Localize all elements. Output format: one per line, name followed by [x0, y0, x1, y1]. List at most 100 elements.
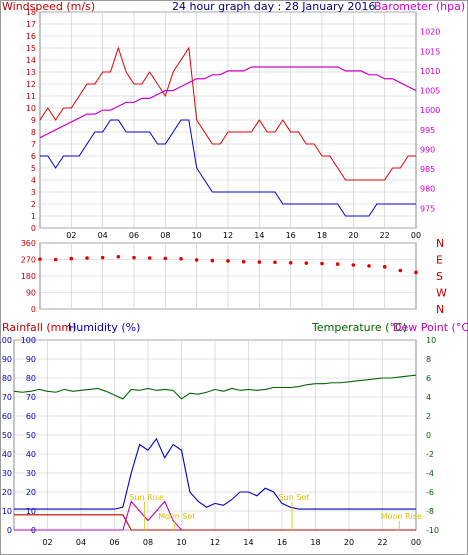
compass-label: E: [436, 254, 443, 267]
time-tick-label: 02: [42, 538, 52, 547]
humidity-tick-label: 10: [26, 507, 36, 516]
time-tick-label: 16: [286, 231, 296, 240]
windspeed-tick-label: 13: [26, 68, 36, 77]
baro-line: [39, 66, 417, 139]
humidity-tick-label: 100: [21, 336, 36, 345]
time-tick-label: 06: [109, 538, 119, 547]
windspeed-tick-label: 14: [26, 56, 36, 65]
time-tick-label: 00: [411, 538, 421, 547]
time-tick-label: 08: [160, 231, 170, 240]
rainfall-tick-label: 100: [0, 336, 12, 345]
windspeed-tick-label: 16: [26, 32, 36, 41]
windspeed-tick-label: 3: [31, 188, 36, 197]
windspeed-tick-label: 0: [31, 224, 36, 233]
windspeed-tick-label: 15: [26, 44, 36, 53]
direction-point: [241, 259, 246, 264]
direction-point: [273, 260, 277, 265]
temperature-tick-label: -4: [426, 469, 434, 478]
time-tick-label: 14: [254, 231, 264, 240]
windspeed-tick-label: 2: [31, 200, 36, 209]
rainfall-tick-label: 30: [2, 469, 12, 478]
annotation-label: Moon Set: [158, 512, 195, 521]
barometer-tick-label: 975: [420, 204, 435, 213]
time-tick-label: 12: [223, 231, 233, 240]
windspeed-tick-label: 17: [26, 20, 36, 29]
time-tick-label: 18: [317, 231, 327, 240]
humidity-tick-label: 20: [26, 488, 36, 497]
temperature-axis-label: Temperature (°C): [311, 321, 407, 334]
windspeed-tick-label: 8: [31, 128, 36, 137]
rainfall-tick-label: 10: [2, 507, 12, 516]
rainfall-tick-label: 90: [2, 355, 12, 364]
temperature-tick-label: 4: [426, 393, 431, 402]
time-tick-label: 10: [192, 231, 202, 240]
temperature-tick-label: -6: [426, 488, 434, 497]
temperature-tick-label: -10: [426, 526, 439, 535]
time-tick-label: 20: [344, 538, 354, 547]
compass-label: N: [436, 237, 444, 250]
time-tick-label: 08: [143, 538, 153, 547]
rainfall-left-ticks: 0 10 20 30 40 50 60 70 80 90 100: [0, 336, 12, 535]
windspeed-tick-label: 9: [31, 116, 36, 125]
time-tick-label: 20: [348, 231, 358, 240]
direction-point: [163, 256, 168, 261]
barometer-tick-label: 990: [420, 145, 435, 154]
temperature-tick-label: 8: [426, 355, 431, 364]
direction-point: [100, 255, 105, 260]
direction-point: [398, 268, 403, 273]
humidity-tick-label: 70: [26, 393, 36, 402]
direction-point: [335, 262, 340, 266]
direction-point: [414, 270, 418, 275]
chart-title: 24 hour graph day : 28 January 2016: [172, 0, 376, 13]
time-tick-label: 04: [98, 231, 108, 240]
direction-point: [288, 261, 293, 265]
rain-line: [14, 514, 416, 531]
humidity-tick-label: 80: [26, 374, 36, 383]
direction-tick-label: 270: [21, 256, 36, 265]
compass-label: S: [436, 270, 443, 283]
direction-point: [304, 261, 309, 265]
barometer-axis-label: Barometer (hpa): [374, 0, 465, 13]
annotation-label: Moon Rise: [381, 512, 422, 521]
humidity-tick-label: 90: [26, 355, 36, 364]
compass-label: W: [436, 287, 447, 300]
barometer-tick-label: 1020: [420, 28, 440, 37]
rain-time-ticks: 02 04 06 08 10 12 14 16 18 20 22 00: [42, 538, 421, 547]
direction-point: [210, 258, 215, 263]
direction-point: [179, 256, 183, 261]
rainfall-tick-label: 50: [2, 431, 12, 440]
direction-point: [351, 263, 356, 267]
direction-tick-label: 180: [21, 272, 36, 281]
rain-grid: [14, 339, 416, 531]
barometer-tick-label: 1005: [420, 87, 440, 96]
annotation-label: Sun Rise: [129, 493, 164, 502]
humidity-tick-label: 60: [26, 412, 36, 421]
baro-right-ticks: 975 980 985 990 995 1000 1005 1010 1015 1020: [420, 28, 440, 214]
windspeed-tick-label: 12: [26, 80, 36, 89]
rainfall-axis-label: Rainfall (mm): [2, 321, 76, 334]
windspeed-tick-label: 4: [31, 176, 36, 185]
windspeed-axis-label: Windspeed (m/s): [2, 0, 95, 13]
gust-line: [39, 46, 416, 181]
direction-point: [257, 260, 262, 264]
direction-left-ticks: 0 90 180 270 360: [21, 239, 36, 314]
compass-label: N: [436, 303, 444, 316]
humidity-line: [14, 437, 416, 510]
rainfall-tick-label: 80: [2, 374, 12, 383]
wind-series: [39, 46, 417, 217]
direction-point: [69, 256, 74, 261]
barometer-tick-label: 980: [420, 185, 435, 194]
direction-point: [85, 256, 89, 260]
time-tick-label: 18: [310, 538, 320, 547]
temperature-tick-label: 10: [426, 336, 436, 345]
windspeed-tick-label: 10: [26, 104, 36, 113]
humidity-tick-label: 40: [26, 450, 36, 459]
windspeed-tick-label: 1: [31, 212, 36, 221]
direction-point: [194, 258, 199, 262]
direction-point: [382, 265, 387, 269]
wind-time-ticks: 02 04 06 08 10 12 14 16 18 20 22 00: [66, 231, 421, 240]
